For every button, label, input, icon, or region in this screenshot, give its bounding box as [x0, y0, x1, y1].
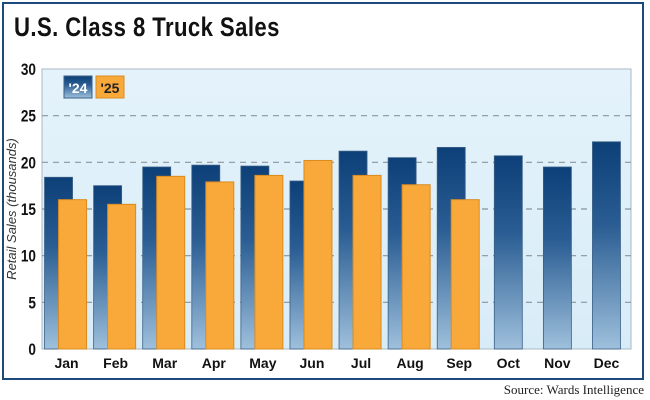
chart-title: U.S. Class 8 Truck Sales [14, 12, 280, 42]
bar-2025 [450, 199, 480, 350]
y-tick-label: 10 [21, 247, 36, 266]
y-tick-label: 25 [21, 107, 37, 126]
x-tick-label: Oct [497, 355, 521, 371]
bar-2025 [205, 181, 235, 350]
bar-2025 [254, 174, 284, 350]
bar-2024 [493, 155, 523, 350]
plot-area [41, 68, 632, 350]
bar-2025 [156, 175, 186, 350]
bar-2025 [401, 184, 431, 350]
x-tick-label: Mar [152, 355, 177, 371]
y-tick-label: 15 [21, 201, 37, 220]
bar-2025 [303, 159, 333, 350]
bar-2025 [107, 203, 137, 350]
x-tick-label: Sep [446, 355, 472, 371]
legend-swatch-2025 [95, 75, 125, 99]
legend-label-2024: '24 [69, 80, 88, 96]
x-tick-label: Aug [397, 355, 424, 371]
bar-2024 [542, 166, 572, 350]
y-tick-label: 5 [28, 294, 36, 313]
x-tick-label: Jan [54, 355, 78, 371]
legend-label-2025: '25 [101, 80, 120, 96]
y-axis-label: Retail Sales (thousands) [4, 138, 19, 280]
y-tick-label: 30 [21, 61, 36, 80]
x-tick-label: Jul [351, 355, 371, 371]
x-tick-label: Nov [544, 355, 571, 371]
bar-2024 [592, 141, 621, 350]
y-tick-label: 0 [28, 341, 36, 360]
legend-swatch-2024 [63, 75, 93, 99]
x-tick-label: Apr [202, 355, 227, 371]
x-tick-label: Dec [594, 355, 620, 371]
source-note: Source: Wards Intelligence [503, 382, 644, 397]
x-tick-label: May [249, 355, 276, 371]
x-tick-label: Feb [103, 355, 128, 371]
x-tick-label: Jun [300, 355, 325, 371]
bar-2025 [352, 174, 382, 350]
y-tick-label: 20 [21, 154, 36, 173]
bar-2025 [58, 199, 88, 350]
